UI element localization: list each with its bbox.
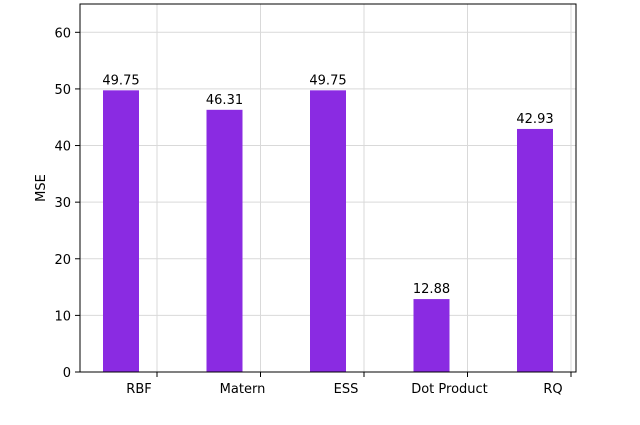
plot-frame	[79, 3, 577, 373]
data-labels: 49.75 46.31 49.75 12.88 42.93	[102, 73, 553, 297]
bar-rq	[517, 128, 553, 372]
bars	[103, 90, 553, 373]
data-label: 12.88	[413, 282, 450, 297]
data-label: 49.75	[309, 73, 346, 88]
y-tick-label: 50	[54, 83, 71, 98]
y-tick-label: 60	[54, 26, 71, 41]
bar-matern	[206, 109, 243, 373]
y-axis-ticks: 0 10 20 30 40 50 60	[54, 26, 80, 381]
x-axis-ticks: RBF Matern ESS Dot Product RQ	[126, 372, 572, 397]
x-tick-label: Matern	[220, 382, 266, 397]
x-tick-label: RQ	[543, 382, 562, 397]
data-label: 42.93	[516, 112, 553, 127]
x-tick-label: Dot Product	[411, 382, 488, 397]
y-tick-label: 0	[63, 366, 71, 381]
bar-rbf	[103, 90, 139, 372]
x-tick-label: RBF	[126, 382, 151, 397]
data-label: 49.75	[102, 73, 139, 88]
bar-dot-product	[413, 299, 450, 372]
y-tick-label: 10	[54, 309, 71, 324]
y-axis-label: MSE	[34, 174, 49, 202]
x-tick-label: ESS	[334, 382, 359, 397]
bar-ess	[310, 90, 346, 372]
data-label: 46.31	[206, 93, 243, 108]
y-tick-label: 40	[54, 140, 71, 155]
y-tick-label: 20	[54, 253, 71, 268]
y-tick-label: 30	[54, 196, 71, 211]
